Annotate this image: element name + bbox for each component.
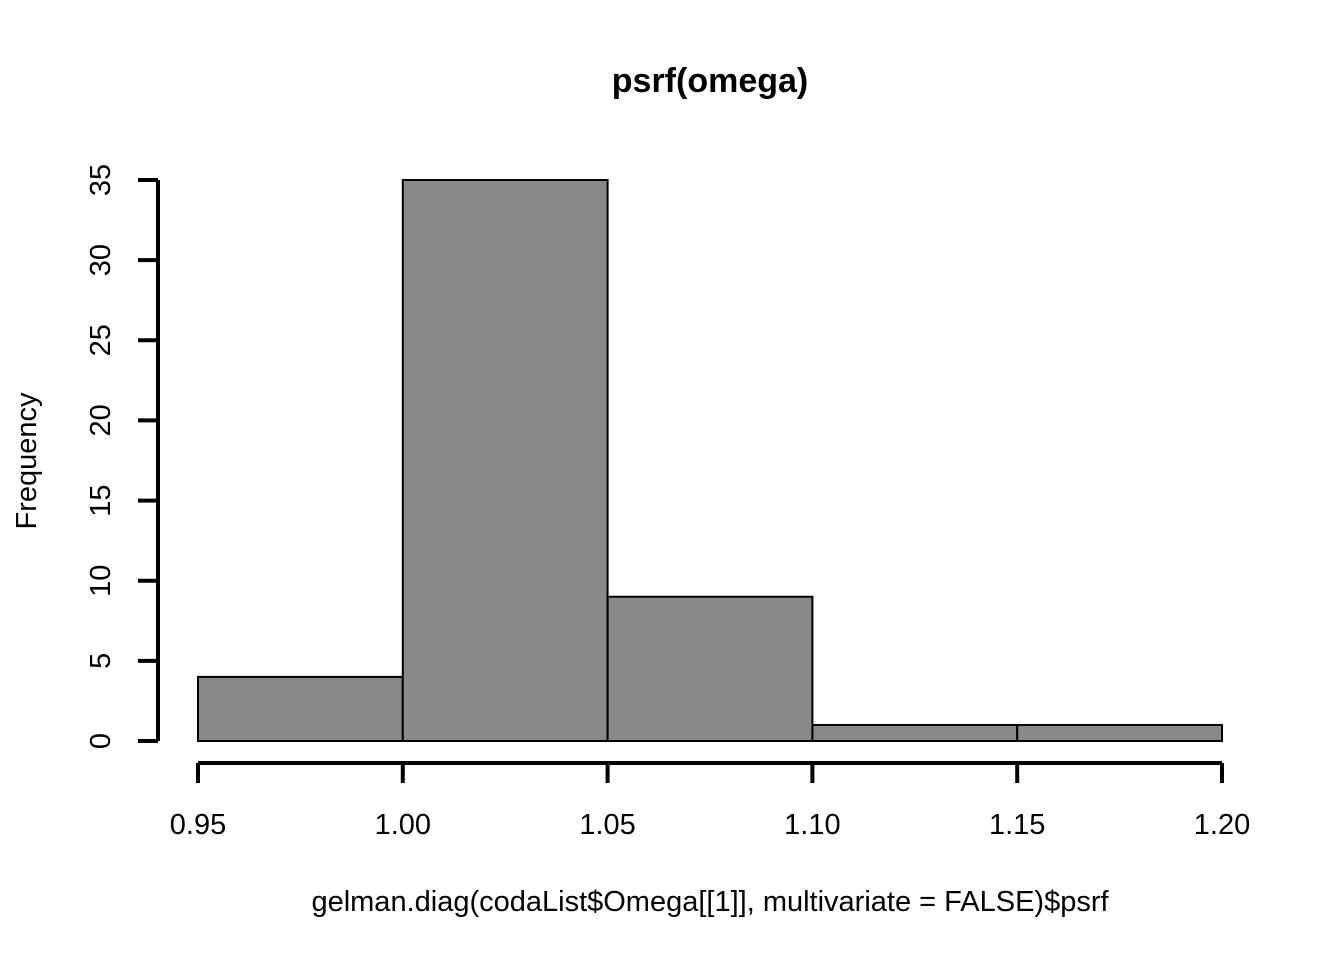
histogram-bar-1 xyxy=(401,179,609,742)
histogram-bar-0 xyxy=(197,675,404,743)
x-tick-label: 1.00 xyxy=(375,809,431,841)
y-tick-label: 10 xyxy=(85,565,117,597)
x-axis-label: gelman.diag(codaList$Omega[[1]], multiva… xyxy=(311,886,1109,918)
y-tick-label: 20 xyxy=(85,404,117,436)
x-axis: 0.95 1.00 1.05 1.10 1.15 1.20 xyxy=(170,761,1250,841)
histogram-bar-4 xyxy=(1016,723,1224,743)
histogram-bars xyxy=(197,179,1224,743)
x-tick-label: 0.95 xyxy=(170,809,226,841)
y-axis-label: Frequency xyxy=(11,392,43,530)
y-axis: 0 5 10 15 20 25 30 35 xyxy=(85,164,160,749)
y-tick-label: 30 xyxy=(85,244,117,276)
x-tick-label: 1.05 xyxy=(579,809,635,841)
histogram-bar-3 xyxy=(811,723,1019,743)
y-tick-label: 15 xyxy=(85,484,117,516)
y-tick-label: 25 xyxy=(85,324,117,356)
histogram-bar-2 xyxy=(606,595,814,742)
y-tick-label: 0 xyxy=(85,733,117,749)
x-tick-label: 1.15 xyxy=(989,809,1045,841)
x-tick-label: 1.20 xyxy=(1194,809,1250,841)
y-tick-label: 35 xyxy=(85,164,117,196)
x-tick-label: 1.10 xyxy=(784,809,840,841)
y-tick-label: 5 xyxy=(85,653,117,669)
chart-title: psrf(omega) xyxy=(612,62,808,100)
